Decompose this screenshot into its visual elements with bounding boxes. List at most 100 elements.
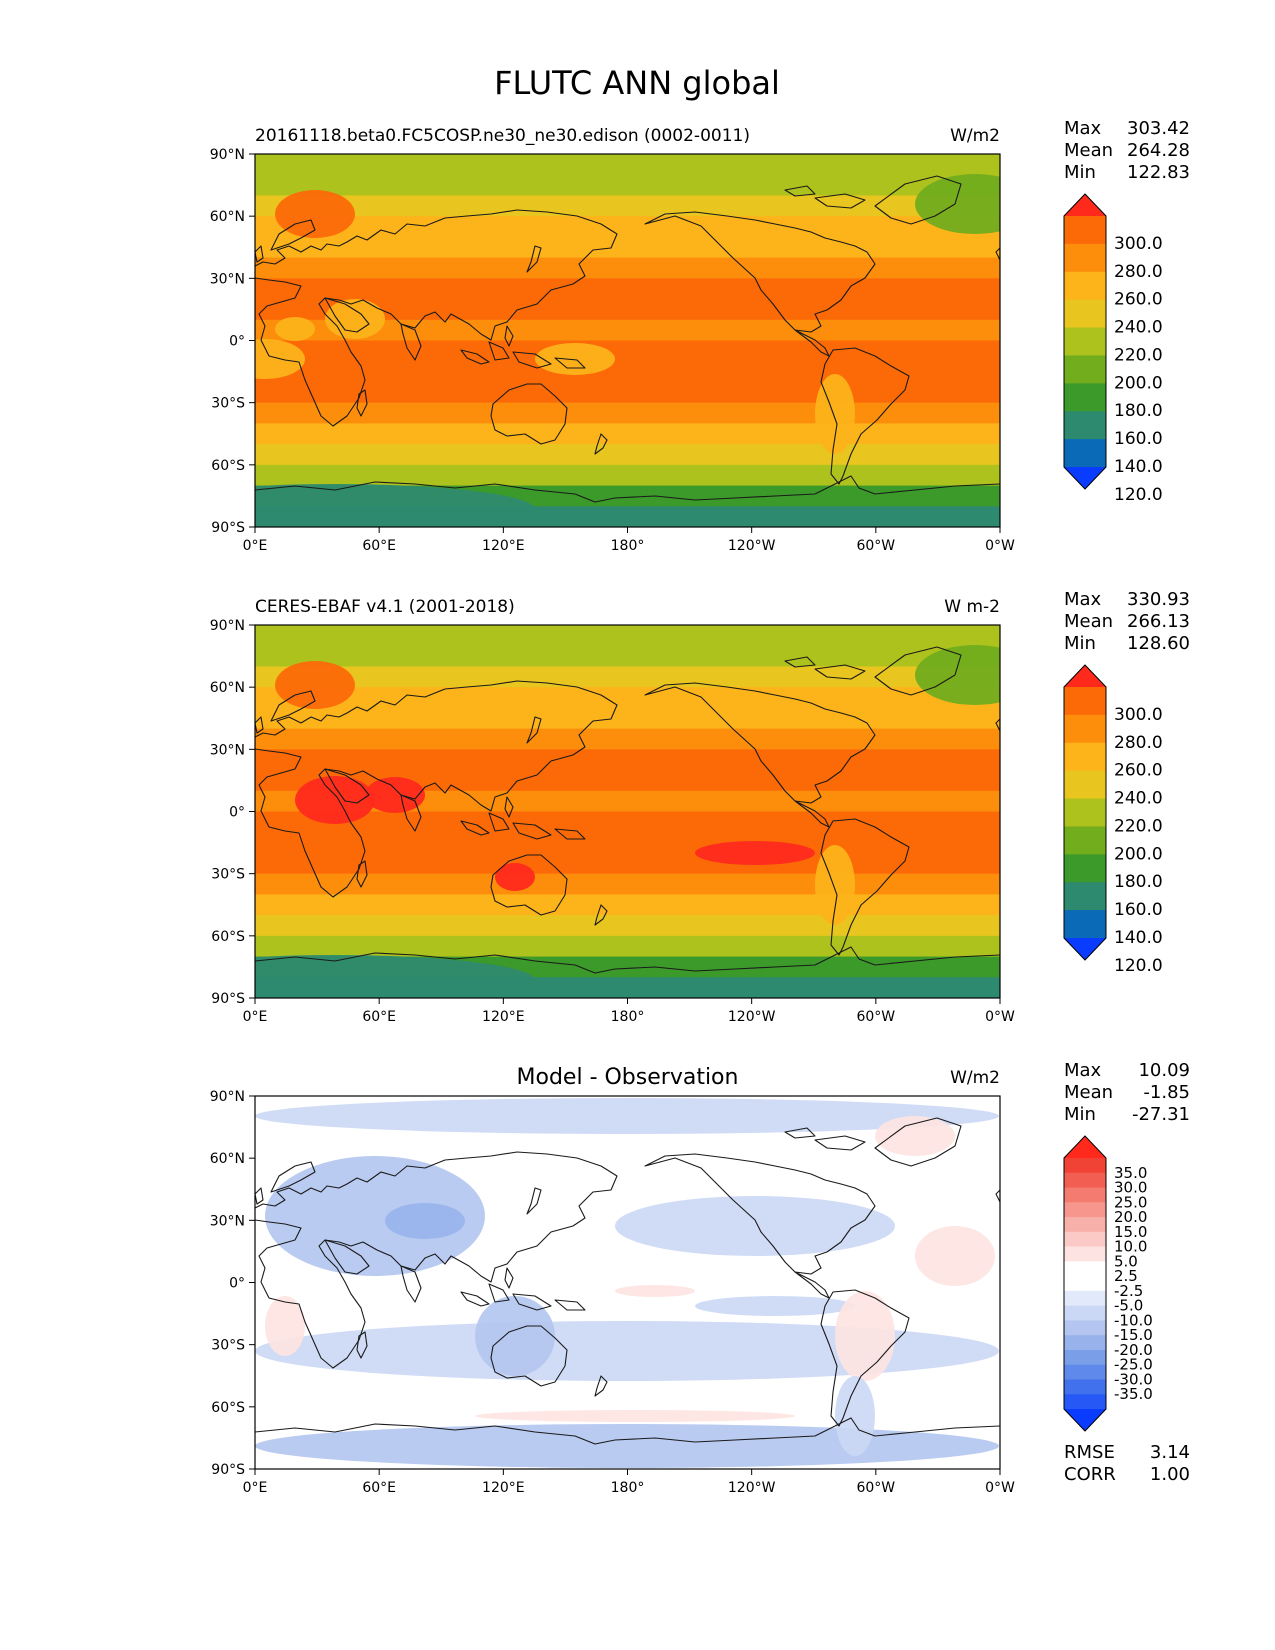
panel-units: W/m2 (950, 126, 1000, 146)
colorbar-tick-label: 260.0 (1114, 761, 1163, 781)
field-region (695, 841, 815, 865)
colorbar-bin (1064, 826, 1106, 855)
stat-value-mean: 266.13 (1127, 611, 1190, 632)
lon-tick-label: 120°E (482, 1009, 525, 1025)
zonal-band (255, 216, 1000, 238)
lat-tick-label: 30°S (211, 396, 245, 412)
map-field-diff (255, 1096, 1000, 1469)
colorbar-bin (1064, 1349, 1106, 1366)
colorbar-outline (1063, 664, 1107, 961)
colorbar-tick-label: -30.0 (1114, 1370, 1153, 1388)
field-region (535, 343, 615, 375)
lon-tick-label: 60°W (856, 1480, 895, 1496)
field-region (695, 1296, 855, 1316)
field-region (615, 1285, 695, 1297)
lon-tick-label: 0°W (985, 1009, 1015, 1025)
colorbar-extend-min (1064, 467, 1106, 489)
field-region (275, 317, 315, 341)
colorbar-tick-label: 15.0 (1114, 1223, 1147, 1241)
zonal-band (255, 811, 1000, 834)
field-region (915, 1226, 995, 1286)
colorbar-outline (1063, 193, 1107, 490)
field-region (815, 374, 855, 454)
zonal-band (255, 423, 1000, 446)
panel-center-title: Model - Observation (517, 1065, 739, 1090)
colorbar-bin (1064, 1158, 1106, 1174)
lat-tick-label: 30°S (211, 1338, 245, 1354)
stat-label-rmse: RMSE (1064, 1442, 1115, 1463)
zonal-band (255, 832, 1000, 854)
zonal-band (255, 666, 1000, 689)
zonal-band (255, 381, 1000, 404)
lon-tick-label: 180° (611, 538, 645, 554)
colorbar-bin (1064, 1290, 1106, 1307)
colorbar-tick-label: 140.0 (1114, 928, 1163, 948)
zonal-band (255, 625, 1000, 647)
colorbar-tick-label: 220.0 (1114, 816, 1163, 836)
colorbar-extend-min (1064, 938, 1106, 960)
lat-tick-label: 60°S (211, 1400, 245, 1416)
colorbar-tick-label: 180.0 (1114, 872, 1163, 892)
zonal-band (255, 257, 1000, 280)
zonal-band (255, 915, 1000, 937)
colorbar-tick-label: 160.0 (1114, 429, 1163, 449)
colorbar-tick-label: 30.0 (1114, 1179, 1147, 1197)
colorbar-diff: 35.030.025.020.015.010.05.02.5-2.5-5.0-1… (1063, 1135, 1153, 1432)
zonal-band (255, 174, 1000, 197)
field-region (325, 299, 385, 339)
lat-tick-label: 90°N (210, 1089, 245, 1105)
field-region (255, 484, 535, 527)
lat-tick-label: 90°S (211, 1462, 245, 1478)
colorbar-bin (1064, 1364, 1106, 1380)
field-region (915, 174, 1000, 234)
colorbar-tick-label: 240.0 (1114, 789, 1163, 809)
colorbar-bin (1064, 1394, 1106, 1410)
field-region (815, 845, 855, 925)
colorbar-extend-max (1064, 665, 1106, 687)
colorbar-tick-label: -10.0 (1114, 1311, 1153, 1329)
stat-value-corr: 1.00 (1150, 1464, 1190, 1485)
field-region (385, 1203, 465, 1239)
stat-label-min: Min (1064, 633, 1096, 654)
lat-tick-label: 90°N (210, 618, 245, 634)
field-region (615, 1196, 895, 1256)
field-region (365, 777, 425, 813)
stat-label-min: Min (1064, 1104, 1096, 1125)
zonal-band (255, 790, 1000, 813)
field-region (255, 1424, 999, 1468)
colorbar-bin (1064, 714, 1106, 744)
lon-tick-label: 180° (611, 1480, 645, 1496)
lat-tick-label: 30°N (210, 742, 245, 758)
colorbar-bin (1064, 383, 1106, 412)
lon-tick-label: 0°E (243, 538, 268, 554)
colorbar-bin (1064, 742, 1106, 772)
lon-tick-label: 120°E (482, 538, 525, 554)
lon-tick-label: 60°W (856, 1009, 895, 1025)
colorbar-tick-label: 140.0 (1114, 457, 1163, 477)
lat-tick-label: 90°S (211, 520, 245, 536)
colorbar-tick-label: 20.0 (1114, 1208, 1147, 1226)
stat-label-max: Max (1064, 1060, 1102, 1081)
colorbar-model: 300.0 280.0 260.0 240.0 220.0 200.0 180.0 160.0… (1063, 193, 1163, 505)
colorbar-bin (1064, 411, 1106, 440)
map-field-obs (255, 625, 1000, 998)
colorbar-bin (1064, 1335, 1106, 1351)
stat-value-min: 122.83 (1127, 162, 1190, 183)
field-region (875, 1116, 955, 1156)
lon-tick-label: 120°E (482, 1480, 525, 1496)
zonal-band (255, 319, 1000, 342)
zonal-band (255, 299, 1000, 321)
figure-title: FLUTC ANN global (494, 64, 780, 102)
colorbar-bin (1064, 798, 1106, 827)
lon-tick-label: 180° (611, 1009, 645, 1025)
lon-tick-label: 0°W (985, 1480, 1015, 1496)
field-region (295, 776, 375, 824)
panel-units: W/m2 (950, 1068, 1000, 1088)
colorbar-tick-label: 280.0 (1114, 262, 1163, 282)
lat-tick-label: 60°N (210, 209, 245, 225)
lon-tick-label: 0°E (243, 1480, 268, 1496)
stat-value-rmse: 3.14 (1150, 1442, 1190, 1463)
zonal-band (255, 894, 1000, 917)
lat-tick-label: 60°N (210, 1151, 245, 1167)
